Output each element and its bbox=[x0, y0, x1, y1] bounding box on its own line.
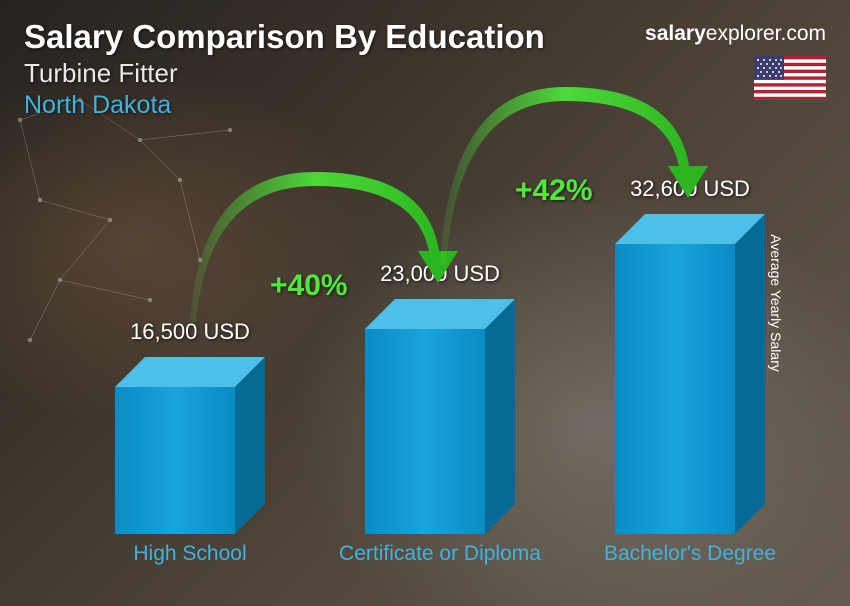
y-axis-label: Average Yearly Salary bbox=[767, 234, 783, 372]
subtitle: Turbine Fitter bbox=[24, 58, 545, 89]
us-flag-icon bbox=[754, 56, 826, 100]
increment-arrow-1 bbox=[40, 74, 800, 594]
brand-logo: salaryexplorer.com bbox=[645, 22, 826, 46]
increment-pct-1: +42% bbox=[515, 174, 593, 208]
increment-pct-0: +40% bbox=[270, 269, 348, 303]
header: Salary Comparison By Education Turbine F… bbox=[24, 18, 545, 120]
salary-bar-chart: 16,500 USD High School 23,000 USD Certif… bbox=[40, 74, 800, 594]
brand-tld: .com bbox=[780, 22, 826, 45]
location: North Dakota bbox=[24, 91, 545, 120]
brand-prefix: salary bbox=[645, 22, 706, 45]
page-title: Salary Comparison By Education bbox=[24, 18, 545, 56]
brand-suffix: explorer bbox=[706, 22, 781, 45]
